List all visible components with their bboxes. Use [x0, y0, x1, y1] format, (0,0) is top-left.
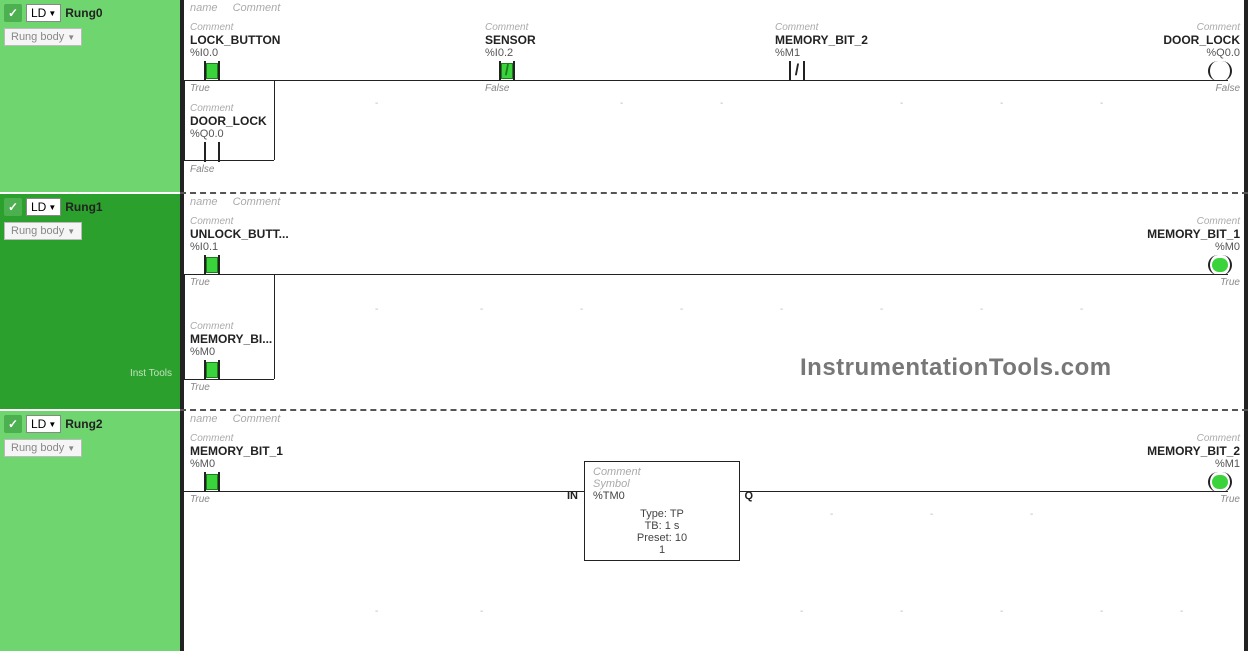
wire	[184, 80, 185, 160]
wire	[274, 274, 275, 379]
coil-memory-bit-1[interactable]: Comment MEMORY_BIT_1 %M0 True	[1147, 216, 1240, 288]
nc-contact-icon: /	[485, 61, 529, 81]
nc-contact-icon: /	[775, 61, 819, 81]
rung-2-sidebar: ✓ LD ▼ Rung2 Rung body ▼	[0, 411, 180, 651]
rung-1-type-dropdown[interactable]: LD ▼	[26, 198, 61, 216]
rung-1-body-dropdown[interactable]: Rung body ▼	[4, 222, 82, 240]
comment-label: Comment	[233, 2, 281, 14]
contact-lock-button[interactable]: Comment LOCK_BUTTON %I0.0 True	[190, 22, 280, 94]
rung-1-sidebar: ✓ LD ▼ Rung1 Rung body ▼ Inst Tools	[0, 194, 180, 409]
chevron-down-icon: ▼	[67, 444, 75, 453]
left-rail	[180, 411, 184, 651]
no-contact-icon	[190, 61, 234, 81]
rung-1-canvas[interactable]: name Comment Comment UNLOCK_BUTT... %I0.…	[180, 194, 1248, 409]
chevron-down-icon: ▼	[48, 203, 56, 212]
right-rail	[1244, 0, 1248, 192]
name-label: name	[190, 2, 218, 14]
rung-0-type-dropdown[interactable]: LD ▼	[26, 4, 61, 22]
contact-unlock-button[interactable]: Comment UNLOCK_BUTT... %I0.1 True	[190, 216, 289, 288]
wire	[184, 274, 1228, 275]
sidebar-watermark: Inst Tools	[130, 368, 172, 379]
contact-memory-bit-2[interactable]: Comment MEMORY_BIT_2 %M1 /	[775, 22, 868, 83]
rung-1: ✓ LD ▼ Rung1 Rung body ▼ Inst Tools name…	[0, 194, 1248, 409]
timer-block[interactable]: IN Q Comment Symbol %TM0 Type: TP TB: 1 …	[584, 461, 740, 561]
no-contact-icon	[190, 360, 234, 380]
contact-memory-bit-seal[interactable]: Comment MEMORY_BI... %M0 True	[190, 321, 272, 393]
no-contact-icon	[190, 472, 234, 492]
rung-0-enabled-check[interactable]: ✓	[4, 4, 22, 22]
chevron-down-icon: ▼	[48, 9, 56, 18]
rung-0-title: Rung0	[65, 6, 102, 20]
coil-memory-bit-2[interactable]: Comment MEMORY_BIT_2 %M1 True	[1147, 433, 1240, 505]
coil-door-lock[interactable]: Comment DOOR_LOCK %Q0.0 False	[1163, 22, 1240, 94]
contact-door-lock-seal[interactable]: Comment DOOR_LOCK %Q0.0 False	[190, 103, 267, 175]
comment-label: Comment	[233, 413, 281, 425]
no-contact-icon	[190, 255, 234, 275]
rung-body-label: Rung body	[11, 31, 64, 43]
rung-1-title: Rung1	[65, 200, 102, 214]
wire	[184, 80, 1228, 81]
rung-2-canvas[interactable]: name Comment Comment MEMORY_BIT_1 %M0 Tr…	[180, 411, 1248, 651]
rung-2-type-dropdown[interactable]: LD ▼	[26, 415, 61, 433]
name-label: name	[190, 413, 218, 425]
name-label: name	[190, 196, 218, 208]
rung-0: ✓ LD ▼ Rung0 Rung body ▼ name Comment Co…	[0, 0, 1248, 192]
rung-2-body-dropdown[interactable]: Rung body ▼	[4, 439, 82, 457]
contact-sensor[interactable]: Comment SENSOR %I0.2 / False	[485, 22, 536, 94]
ld-label: LD	[31, 417, 46, 431]
coil-icon	[1200, 61, 1240, 81]
rung-1-enabled-check[interactable]: ✓	[4, 198, 22, 216]
timer-q-label: Q	[744, 490, 753, 502]
rung-0-body-dropdown[interactable]: Rung body ▼	[4, 28, 82, 46]
comment-label: Comment	[233, 196, 281, 208]
contact-memory-bit-1[interactable]: Comment MEMORY_BIT_1 %M0 True	[190, 433, 283, 505]
ld-label: LD	[31, 200, 46, 214]
chevron-down-icon: ▼	[67, 227, 75, 236]
ld-label: LD	[31, 6, 46, 20]
right-rail	[1244, 411, 1248, 651]
rung-2-enabled-check[interactable]: ✓	[4, 415, 22, 433]
right-rail	[1244, 194, 1248, 409]
chevron-down-icon: ▼	[48, 420, 56, 429]
no-contact-icon	[190, 142, 234, 162]
rung-body-label: Rung body	[11, 225, 64, 237]
chevron-down-icon: ▼	[67, 33, 75, 42]
coil-icon	[1200, 255, 1240, 275]
rung-0-sidebar: ✓ LD ▼ Rung0 Rung body ▼	[0, 0, 180, 192]
wire	[184, 274, 185, 379]
timer-in-label: IN	[567, 490, 578, 502]
watermark: InstrumentationTools.com	[800, 354, 1112, 382]
rung-body-label: Rung body	[11, 442, 64, 454]
rung-2-title: Rung2	[65, 417, 102, 431]
rung-2: ✓ LD ▼ Rung2 Rung body ▼ name Comment Co…	[0, 411, 1248, 651]
rung-0-canvas[interactable]: name Comment Comment LOCK_BUTTON %I0.0 T…	[180, 0, 1248, 192]
coil-icon	[1200, 472, 1240, 492]
